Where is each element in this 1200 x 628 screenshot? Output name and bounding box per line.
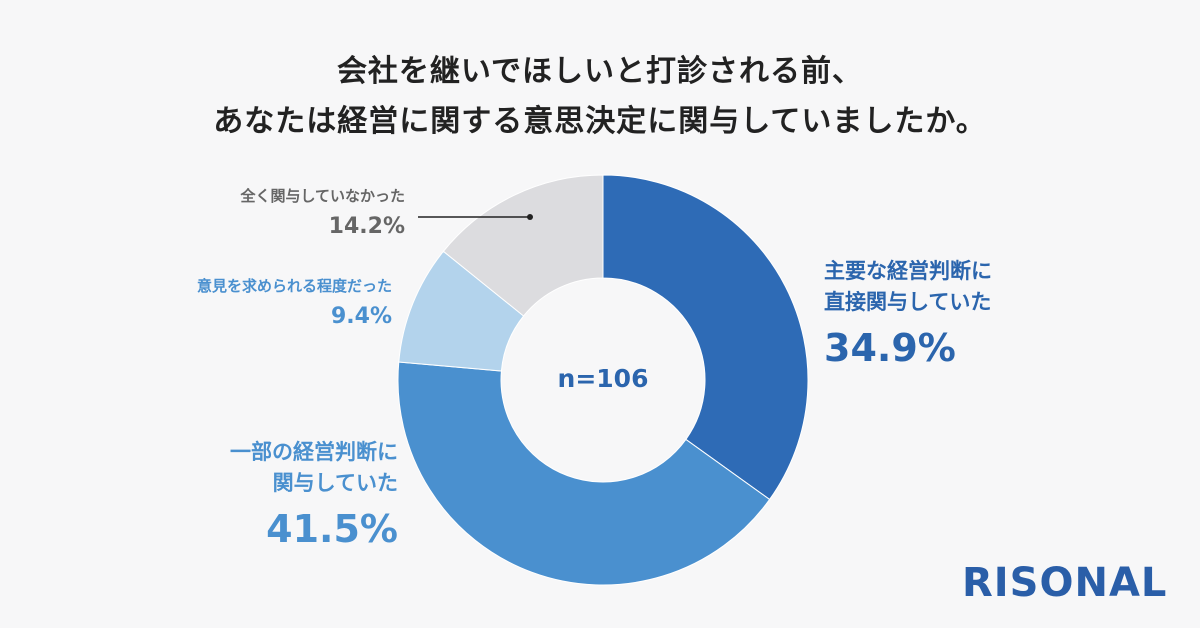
slice-label-none-line1: 全く関与していなかった (240, 187, 405, 205)
slice-label-consulted-line1: 意見を求められる程度だった (196, 277, 392, 295)
risonal-logo: RISONAL (962, 560, 1168, 606)
slice-value-partial: 41.5% (266, 507, 398, 551)
slice-label-direct-line2: 直接関与していた (824, 290, 992, 314)
donut-slice-partial (397, 361, 771, 586)
slice-label-partial-line1: 一部の経営判断に (230, 440, 398, 464)
slice-label-none: 全く関与していなかった 14.2% (240, 186, 405, 239)
chart-title-line1: 会社を継いでほしいと打診される前、 (336, 54, 864, 89)
sample-size-label: n=106 (557, 364, 649, 393)
slice-value-consulted: 9.4% (330, 304, 392, 329)
leader-dot (527, 214, 533, 220)
slice-label-partial: 一部の経営判断に 関与していた 41.5% (230, 437, 398, 551)
chart-title-line2: あなたは経営に関する意思決定に関与していましたか。 (213, 104, 987, 139)
donut-slices (397, 174, 809, 586)
slice-value-direct: 34.9% (824, 326, 956, 370)
slice-value-none: 14.2% (328, 214, 405, 239)
donut-slice-none (442, 174, 604, 317)
slice-label-direct-line1: 主要な経営判断に (824, 259, 992, 283)
slice-label-consulted: 意見を求められる程度だった 9.4% (197, 276, 392, 329)
donut-slice-direct (602, 174, 809, 501)
slice-label-partial-line2: 関与していた (272, 471, 398, 495)
slice-label-direct: 主要な経営判断に 直接関与していた 34.9% (824, 256, 992, 370)
